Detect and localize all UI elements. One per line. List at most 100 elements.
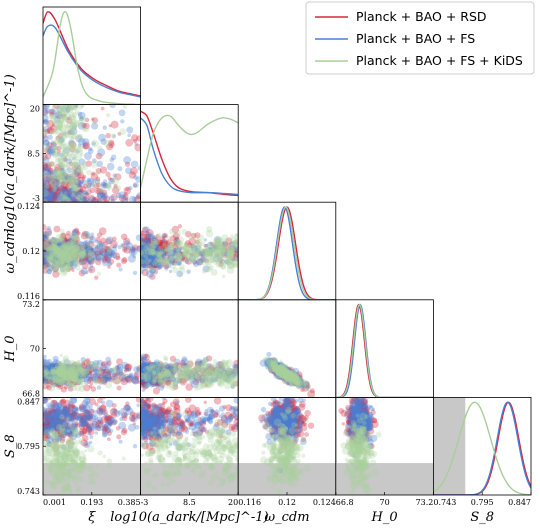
sample-xi-S8-series-0 <box>53 409 61 417</box>
sample-xi-H0-series-0 <box>64 377 69 382</box>
sample-log_a_dark-H0-series-0 <box>151 370 160 378</box>
sample-log_a_dark-H0-series-0 <box>143 376 148 381</box>
sample-xi-H0-series-0 <box>82 370 89 378</box>
sample-log_a_dark-omega_cdm-series-0 <box>162 240 169 247</box>
sample-xi-omega_cdm-series-0 <box>43 253 48 260</box>
sample-log_a_dark-H0-series-2 <box>201 362 209 370</box>
sample-log_a_dark-H0-series-0 <box>141 367 150 375</box>
sample-xi-log_a_dark-series-1 <box>76 197 84 203</box>
sample-omega_cdm-H0-series-1 <box>297 380 303 386</box>
sample-xi-omega_cdm-series-0 <box>43 258 48 263</box>
sample-xi-log_a_dark-series-2 <box>71 185 77 192</box>
sample-log_a_dark-omega_cdm-series-0 <box>141 250 147 256</box>
sample-log_a_dark-H0-series-1 <box>157 368 164 375</box>
sample-log_a_dark-H0-series-1 <box>188 374 195 380</box>
sample-xi-omega_cdm-series-0 <box>105 237 112 245</box>
sample-log_a_dark-H0-series-2 <box>220 374 225 379</box>
sample-xi-log_a_dark-series-2 <box>79 152 84 157</box>
sample-omega_cdm-H0-series-2 <box>287 376 292 381</box>
sample-omega_cdm-H0-series-2 <box>281 366 286 371</box>
sample-omega_cdm-H0-series-2 <box>276 372 283 379</box>
sample-omega_cdm-H0-series-2 <box>287 374 292 379</box>
sample-xi-log_a_dark-series-2 <box>51 114 57 119</box>
sample-xi-S8-series-0 <box>86 418 91 422</box>
sample-xi-H0-series-0 <box>51 370 56 375</box>
sample-xi-log_a_dark-series-0 <box>52 104 60 109</box>
sample-log_a_dark-H0-series-1 <box>222 373 231 382</box>
sample-xi-omega_cdm-series-2 <box>63 246 69 253</box>
sample-omega_cdm-H0-series-1 <box>291 374 297 380</box>
sample-log_a_dark-omega_cdm-series-2 <box>140 251 144 255</box>
sample-log_a_dark-omega_cdm-series-1 <box>172 249 179 256</box>
sample-xi-log_a_dark-series-0 <box>102 182 108 189</box>
sample-xi-log_a_dark-series-0 <box>60 181 69 190</box>
sample-xi-omega_cdm-series-2 <box>63 254 68 258</box>
sample-log_a_dark-H0-series-0 <box>140 380 145 385</box>
sample-log_a_dark-H0-series-2 <box>202 371 209 378</box>
sample-log_a_dark-omega_cdm-series-2 <box>202 253 210 260</box>
sample-xi-log_a_dark-series-0 <box>63 199 69 203</box>
sample-log_a_dark-omega_cdm-series-2 <box>151 249 155 253</box>
sample-log_a_dark-omega_cdm-series-2 <box>173 239 177 243</box>
sample-xi-log_a_dark-series-2 <box>56 123 63 131</box>
sample-xi-omega_cdm-series-1 <box>70 234 78 242</box>
sample-log_a_dark-H0-series-2 <box>149 362 156 369</box>
sample-xi-H0-series-1 <box>94 374 100 379</box>
sample-xi-log_a_dark-series-1 <box>110 154 117 161</box>
sample-xi-omega_cdm-series-1 <box>83 230 90 237</box>
sample-omega_cdm-H0-series-1 <box>278 366 285 373</box>
sample-xi-H0-series-0 <box>55 366 60 371</box>
sample-omega_cdm-H0-series-1 <box>290 375 299 384</box>
sample-log_a_dark-omega_cdm-series-2 <box>165 258 170 263</box>
sample-xi-log_a_dark-series-2 <box>50 161 56 167</box>
sample-xi-H0-series-0 <box>49 375 56 382</box>
sample-xi-log_a_dark-series-2 <box>70 114 76 121</box>
sample-omega_cdm-H0-series-2 <box>269 358 274 364</box>
sample-xi-log_a_dark-series-1 <box>62 156 68 162</box>
sample-xi-H0-series-0 <box>85 369 93 376</box>
sample-omega_cdm-H0-series-0 <box>287 378 292 383</box>
sample-xi-log_a_dark-series-1 <box>56 178 61 182</box>
sample-omega_cdm-H0-series-0 <box>285 374 289 378</box>
sample-xi-omega_cdm-series-1 <box>49 253 56 259</box>
sample-omega_cdm-H0-series-0 <box>279 373 284 378</box>
sample-xi-log_a_dark-series-2 <box>51 151 58 159</box>
sample-omega_cdm-H0-series-2 <box>279 368 284 373</box>
sample-xi-H0-series-0 <box>49 370 58 379</box>
sample-log_a_dark-H0-series-2 <box>158 377 164 383</box>
sample-log_a_dark-H0-series-1 <box>230 374 235 379</box>
sample-xi-log_a_dark-series-1 <box>43 181 48 188</box>
sample-omega_cdm-H0-series-1 <box>277 363 286 372</box>
sample-log_a_dark-omega_cdm-series-1 <box>176 246 182 253</box>
sample-xi-H0-series-1 <box>88 376 92 380</box>
sample-omega_cdm-H0-series-0 <box>284 371 292 379</box>
sample-xi-H0-series-1 <box>123 367 128 372</box>
sample-omega_cdm-H0-series-0 <box>295 378 301 384</box>
sample-omega_cdm-H0-series-0 <box>277 364 285 373</box>
sample-xi-H0-series-0 <box>101 377 105 382</box>
sample-xi-log_a_dark-series-0 <box>68 161 74 167</box>
sample-log_a_dark-omega_cdm-series-2 <box>213 237 221 245</box>
sample-xi-omega_cdm-series-1 <box>43 259 47 266</box>
sample-omega_cdm-H0-series-1 <box>285 376 291 381</box>
sample-omega_cdm-H0-series-2 <box>309 392 315 398</box>
sample-xi-H0-series-0 <box>67 376 73 382</box>
sample-xi-H0-series-2 <box>58 372 64 378</box>
sample-log_a_dark-H0-series-1 <box>167 363 175 370</box>
sample-xi-omega_cdm-series-0 <box>61 246 68 254</box>
sample-xi-omega_cdm-series-1 <box>79 250 87 258</box>
sample-xi-omega_cdm-series-0 <box>71 237 76 242</box>
sample-omega_cdm-H0-series-2 <box>274 370 280 376</box>
sample-log_a_dark-H0-series-2 <box>175 372 184 381</box>
sample-omega_cdm-H0-series-0 <box>275 367 283 374</box>
sample-xi-log_a_dark-series-1 <box>47 196 52 201</box>
sample-omega_cdm-H0-series-0 <box>279 368 286 374</box>
sample-omega_cdm-H0-series-0 <box>286 374 295 383</box>
sample-xi-log_a_dark-series-1 <box>125 167 132 175</box>
sample-xi-omega_cdm-series-0 <box>43 234 47 242</box>
sample-omega_cdm-H0-series-2 <box>284 372 290 378</box>
sample-log_a_dark-H0-series-0 <box>140 364 147 371</box>
sample-xi-omega_cdm-series-1 <box>51 257 60 266</box>
sample-xi-omega_cdm-series-2 <box>51 237 58 245</box>
sample-log_a_dark-H0-series-0 <box>143 374 148 379</box>
